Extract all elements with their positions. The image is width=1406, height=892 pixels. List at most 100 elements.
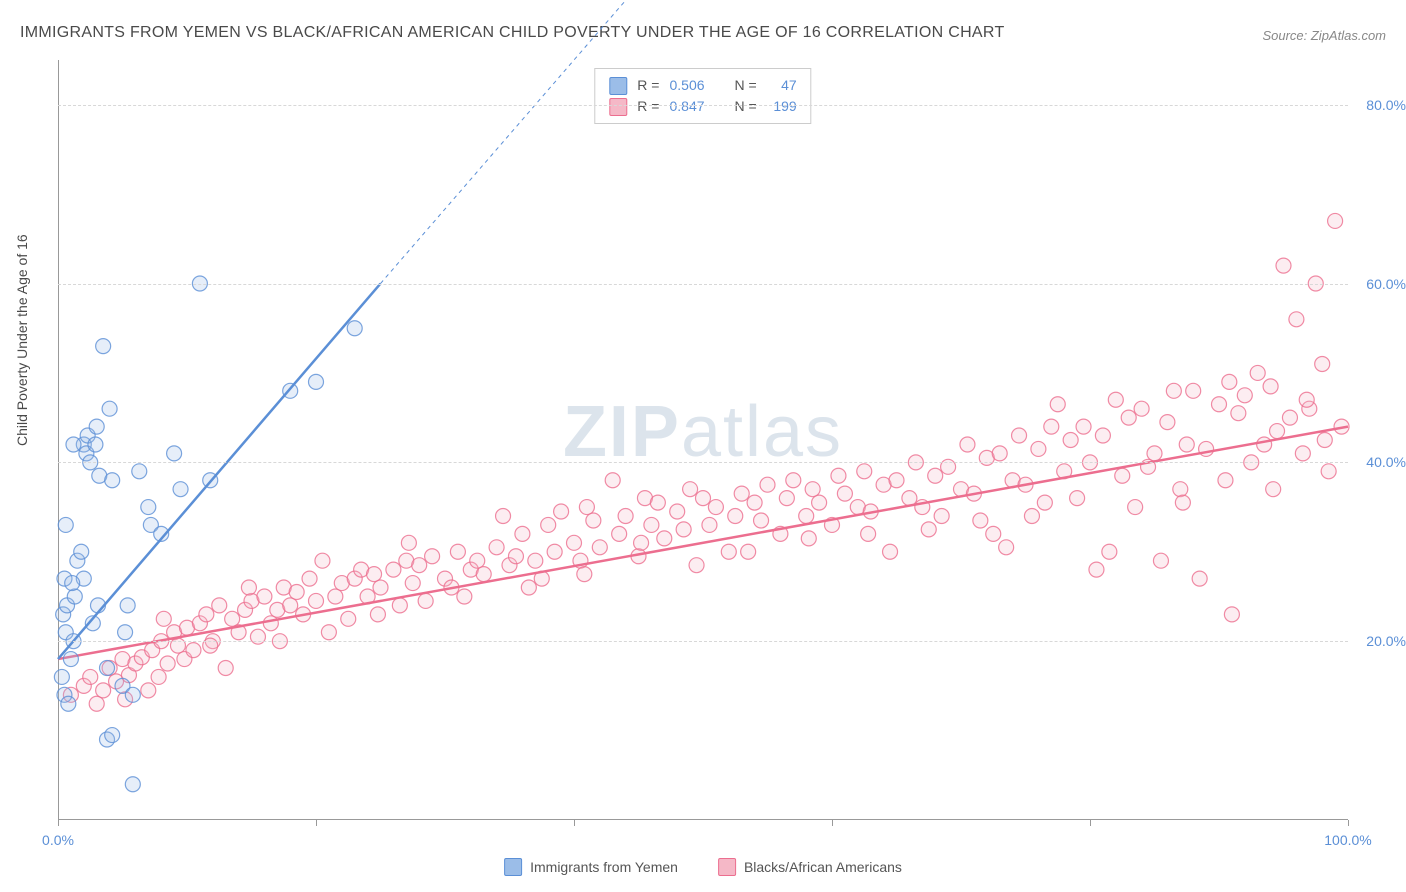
data-point: [760, 477, 775, 492]
data-point: [489, 540, 504, 555]
data-point: [199, 607, 214, 622]
series-legend-label: Immigrants from Yemen: [530, 859, 678, 875]
data-point: [592, 540, 607, 555]
data-point: [1160, 415, 1175, 430]
data-point: [418, 593, 433, 608]
legend-n-value: 47: [767, 75, 797, 96]
data-point: [67, 589, 82, 604]
data-point: [1070, 491, 1085, 506]
data-point: [89, 696, 104, 711]
data-point: [902, 491, 917, 506]
data-point: [373, 580, 388, 595]
data-point: [425, 549, 440, 564]
data-point: [728, 509, 743, 524]
data-point: [508, 549, 523, 564]
series-legend-label: Blacks/African Americans: [744, 859, 902, 875]
data-point: [283, 598, 298, 613]
legend-r-label: R =: [637, 75, 659, 96]
data-point: [132, 464, 147, 479]
data-point: [689, 558, 704, 573]
data-point: [831, 468, 846, 483]
x-tick-label: 100.0%: [1324, 832, 1371, 848]
data-point: [347, 321, 362, 336]
data-point: [1089, 562, 1104, 577]
data-point: [141, 500, 156, 515]
correlation-legend: R =0.506N =47R =0.847N =199: [594, 68, 811, 124]
data-point: [857, 464, 872, 479]
data-point: [586, 513, 601, 528]
data-point: [54, 669, 69, 684]
legend-r-value: 0.847: [669, 96, 704, 117]
data-point: [1095, 428, 1110, 443]
data-point: [118, 625, 133, 640]
data-point: [577, 567, 592, 582]
data-point: [302, 571, 317, 586]
data-point: [521, 580, 536, 595]
data-point: [1237, 388, 1252, 403]
data-point: [74, 544, 89, 559]
data-point: [754, 513, 769, 528]
data-point: [120, 598, 135, 613]
legend-swatch: [609, 77, 627, 95]
grid-line: [58, 462, 1348, 463]
data-point: [1231, 406, 1246, 421]
data-point: [1102, 544, 1117, 559]
data-point: [861, 526, 876, 541]
data-point: [883, 544, 898, 559]
series-legend-item: Immigrants from Yemen: [504, 858, 678, 876]
legend-r-label: R =: [637, 96, 659, 117]
x-tick-mark: [574, 820, 575, 826]
data-point: [476, 567, 491, 582]
data-point: [986, 526, 1001, 541]
legend-swatch: [504, 858, 522, 876]
data-point: [321, 625, 336, 640]
legend-swatch: [718, 858, 736, 876]
trend-line-extension: [381, 0, 652, 284]
data-point: [141, 683, 156, 698]
data-point: [1147, 446, 1162, 461]
data-point: [96, 683, 111, 698]
data-point: [708, 500, 723, 515]
data-point: [105, 728, 120, 743]
data-point: [612, 526, 627, 541]
data-point: [650, 495, 665, 510]
chart-plot-area: ZIPatlas R =0.506N =47R =0.847N =199 20.…: [58, 60, 1348, 820]
data-point: [102, 401, 117, 416]
x-tick-mark: [58, 820, 59, 826]
data-point: [58, 517, 73, 532]
legend-swatch: [609, 98, 627, 116]
legend-r-value: 0.506: [669, 75, 704, 96]
grid-line: [58, 284, 1348, 285]
data-point: [470, 553, 485, 568]
data-point: [1115, 468, 1130, 483]
data-point: [167, 446, 182, 461]
data-point: [1173, 482, 1188, 497]
data-point: [1012, 428, 1027, 443]
data-point: [392, 598, 407, 613]
y-tick-label: 60.0%: [1366, 276, 1406, 292]
data-point: [65, 576, 80, 591]
data-point: [579, 500, 594, 515]
data-point: [1031, 441, 1046, 456]
source-attribution: Source: ZipAtlas.com: [1262, 28, 1386, 43]
data-point: [1175, 495, 1190, 510]
data-point: [934, 509, 949, 524]
data-point: [515, 526, 530, 541]
data-point: [1108, 392, 1123, 407]
data-point: [125, 687, 140, 702]
data-point: [1218, 473, 1233, 488]
grid-line: [58, 105, 1348, 106]
data-point: [1295, 446, 1310, 461]
data-point: [799, 509, 814, 524]
data-point: [61, 696, 76, 711]
data-point: [1179, 437, 1194, 452]
data-point: [309, 593, 324, 608]
data-point: [1063, 433, 1078, 448]
data-point: [225, 611, 240, 626]
data-point: [676, 522, 691, 537]
data-point: [1037, 495, 1052, 510]
data-point: [386, 562, 401, 577]
data-point: [1224, 607, 1239, 622]
data-point: [657, 531, 672, 546]
data-point: [786, 473, 801, 488]
